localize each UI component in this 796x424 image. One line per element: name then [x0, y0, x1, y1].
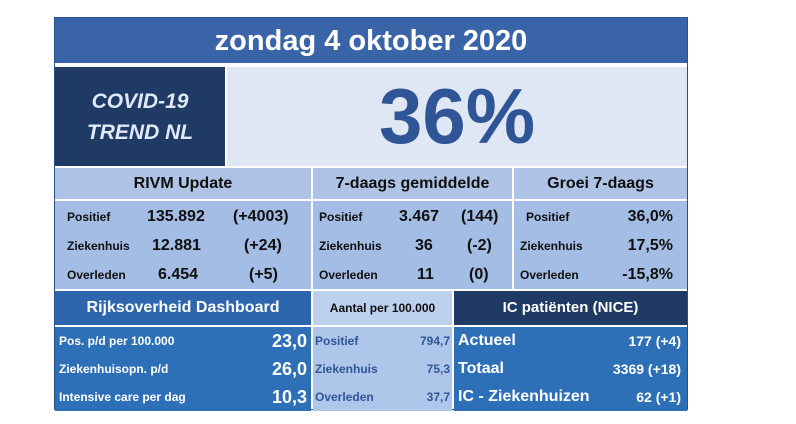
rivm-value: 12.881	[152, 237, 201, 254]
rivm-label: Ziekenhuis	[67, 239, 130, 253]
per100k-value: 75,3	[426, 362, 450, 376]
rivm-label: Overleden	[67, 268, 126, 282]
avg7-delta: (0)	[469, 266, 489, 283]
avg7-row: Overleden 11 (0)	[313, 261, 512, 289]
avg7-value: 11	[417, 266, 434, 283]
rivm-row: Ziekenhuis 12.881 (+24)	[55, 232, 311, 260]
ic-row: Totaal 3369 (+18)	[454, 355, 687, 383]
rivm-delta: (+5)	[249, 266, 278, 283]
rivm-header: RIVM Update	[55, 168, 311, 199]
per100k-value: 794,7	[419, 334, 450, 348]
per100k-row: Ziekenhuis 75,3	[313, 355, 452, 383]
avg7-row: Positief 3.467 (144)	[313, 203, 512, 231]
growth7-header: Groei 7-daags	[514, 168, 687, 199]
per100k-label: Overleden	[315, 390, 374, 404]
avg7-row: Ziekenhuis 36 (-2)	[313, 232, 512, 260]
per100k-label: Positief	[315, 334, 359, 348]
per100k-row: Positief 794,7	[313, 327, 452, 355]
avg7-label: Overleden	[319, 268, 378, 282]
per100k-section: Positief 794,7 Ziekenhuis 75,3 Overleden…	[313, 327, 452, 411]
ic-value: 62 (+1)	[636, 389, 681, 405]
growth7-label: Overleden	[520, 268, 579, 282]
page-title: zondag 4 oktober 2020	[55, 18, 687, 65]
avg7-value: 36	[415, 237, 433, 254]
dashboard-value: 10,3	[271, 387, 307, 407]
growth7-row: Positief 36,0%	[514, 203, 687, 231]
ic-value: 177 (+4)	[628, 333, 681, 349]
brand-line-1: COVID-19	[91, 89, 189, 113]
growth7-row: Ziekenhuis 17,5%	[514, 232, 687, 260]
dashboard-header: Rijksoverheid Dashboard	[55, 291, 311, 325]
dashboard-value: 26,0	[271, 359, 307, 379]
dashboard-row: Intensive care per dag 10,3	[55, 383, 311, 411]
avg7-label: Ziekenhuis	[319, 239, 382, 253]
growth7-row: Overleden -15,8%	[514, 261, 687, 289]
growth7-value: 17,5%	[627, 237, 673, 254]
growth7-section: Positief 36,0% Ziekenhuis 17,5% Overlede…	[514, 201, 687, 289]
rivm-value: 135.892	[147, 208, 205, 225]
growth7-value: -15,8%	[622, 266, 673, 283]
avg7-delta: (144)	[461, 208, 499, 225]
ic-label: Totaal	[458, 360, 504, 377]
ic-row: Actueel 177 (+4)	[454, 327, 687, 355]
per100k-label: Ziekenhuis	[315, 362, 378, 376]
brand-line-2: TREND NL	[86, 120, 194, 144]
rivm-section: Positief 135.892 (+4003) Ziekenhuis 12.8…	[55, 201, 311, 289]
ic-row: IC - Ziekenhuizen 62 (+1)	[454, 383, 687, 411]
trend-percentage: 36%	[227, 67, 687, 166]
ic-value: 3369 (+18)	[612, 361, 681, 377]
rivm-row: Positief 135.892 (+4003)	[55, 203, 311, 231]
avg7-delta: (-2)	[467, 237, 492, 254]
growth7-value: 36,0%	[627, 208, 673, 225]
covid-trend-board: zondag 4 oktober 2020 COVID-19 TREND NL …	[54, 17, 688, 411]
rivm-row: Overleden 6.454 (+5)	[55, 261, 311, 289]
ic-label: Actueel	[458, 332, 516, 349]
ic-label: IC - Ziekenhuizen	[458, 388, 590, 405]
rivm-delta: (+4003)	[233, 208, 289, 225]
growth7-label: Positief	[526, 210, 570, 224]
per100k-header: Aantal per 100.000	[313, 291, 452, 325]
dashboard-section: Pos. p/d per 100.000 23,0 Ziekenhuisopn.…	[55, 327, 311, 411]
dashboard-label: Ziekenhuisopn. p/d	[59, 362, 169, 376]
dashboard-value: 23,0	[271, 331, 307, 351]
growth7-label: Ziekenhuis	[520, 239, 583, 253]
rivm-value: 6.454	[158, 266, 199, 283]
dashboard-label: Intensive care per dag	[59, 390, 186, 404]
dashboard-row: Pos. p/d per 100.000 23,0	[55, 327, 311, 355]
avg7-label: Positief	[319, 210, 363, 224]
ic-section: Actueel 177 (+4) Totaal 3369 (+18) IC - …	[454, 327, 687, 411]
per100k-value: 37,7	[426, 390, 450, 404]
per100k-row: Overleden 37,7	[313, 383, 452, 411]
avg7-section: Positief 3.467 (144) Ziekenhuis 36 (-2) …	[313, 201, 512, 289]
avg7-header: 7-daags gemiddelde	[313, 168, 512, 199]
dashboard-label: Pos. p/d per 100.000	[59, 334, 175, 348]
avg7-value: 3.467	[399, 208, 440, 225]
brand-block: COVID-19 TREND NL	[55, 67, 225, 166]
rivm-label: Positief	[67, 210, 111, 224]
rivm-delta: (+24)	[244, 237, 282, 254]
ic-header: IC patiënten (NICE)	[454, 291, 687, 325]
dashboard-row: Ziekenhuisopn. p/d 26,0	[55, 355, 311, 383]
